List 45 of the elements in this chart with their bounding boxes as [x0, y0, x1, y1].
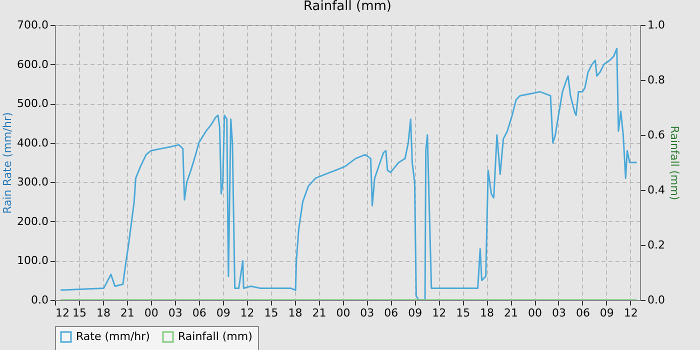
x-tick-label: 03	[360, 306, 374, 320]
x-tick-label: 15	[456, 306, 470, 320]
x-tick-label: 00	[144, 306, 158, 320]
y2-tick-label: 0.8	[648, 74, 665, 86]
x-tick-label: 15	[264, 306, 278, 320]
x-tick-label: 06	[192, 306, 206, 320]
y-tick-label: 0.0	[31, 294, 48, 306]
y2-tick-label: 0.4	[648, 184, 665, 196]
x-tick-label: 06	[576, 306, 590, 320]
chart-title: Rainfall (mm)	[304, 0, 392, 14]
x-tick-label: 15	[72, 306, 86, 320]
y2-tick-label: 1.0	[648, 18, 665, 32]
y-axis-title: Rain Rate (mm/hr)	[1, 112, 14, 214]
x-tick-label: 00	[336, 306, 350, 320]
y-tick-label: 200.0	[17, 214, 48, 228]
x-tick-label: 21	[120, 306, 134, 320]
x-tick-label: 18	[96, 306, 110, 320]
x-tick-label: 12	[56, 306, 70, 320]
x-tick-label: 09	[216, 306, 230, 320]
x-tick-label: 09	[600, 306, 614, 320]
x-tick-label: 03	[168, 306, 182, 320]
x-tick-label: 18	[288, 306, 302, 320]
x-tick-label: 06	[384, 306, 398, 320]
y2-tick-label: 0.6	[648, 128, 665, 142]
y2-tick-label: 0.2	[648, 238, 665, 252]
y-tick-label: 500.0	[17, 97, 48, 110]
x-tick-label: 03	[552, 306, 566, 320]
x-tick-label: 00	[528, 306, 542, 320]
y-tick-label: 600.0	[17, 58, 48, 71]
y-tick-label: 300.0	[17, 176, 48, 189]
x-tick-label: 21	[504, 306, 518, 320]
x-tick-label: 09	[408, 306, 422, 320]
legend-label: Rainfall (mm)	[178, 330, 252, 343]
x-tick-label: 12	[624, 306, 638, 320]
x-tick-label: 21	[312, 306, 326, 320]
x-tick-label: 12	[432, 306, 446, 320]
y2-tick-label: 0.0	[648, 294, 665, 306]
legend-label: Rate (mm/hr)	[76, 330, 150, 343]
line-series	[60, 48, 638, 300]
y-tick-label: 100.0	[17, 254, 48, 268]
y-tick-label: 700.0	[17, 18, 48, 32]
y-tick-label: 400.0	[17, 136, 48, 150]
x-tick-label: 18	[480, 306, 494, 320]
x-tick-label: 12	[240, 306, 254, 320]
y2-axis-title: Rainfall (mm)	[668, 126, 681, 200]
